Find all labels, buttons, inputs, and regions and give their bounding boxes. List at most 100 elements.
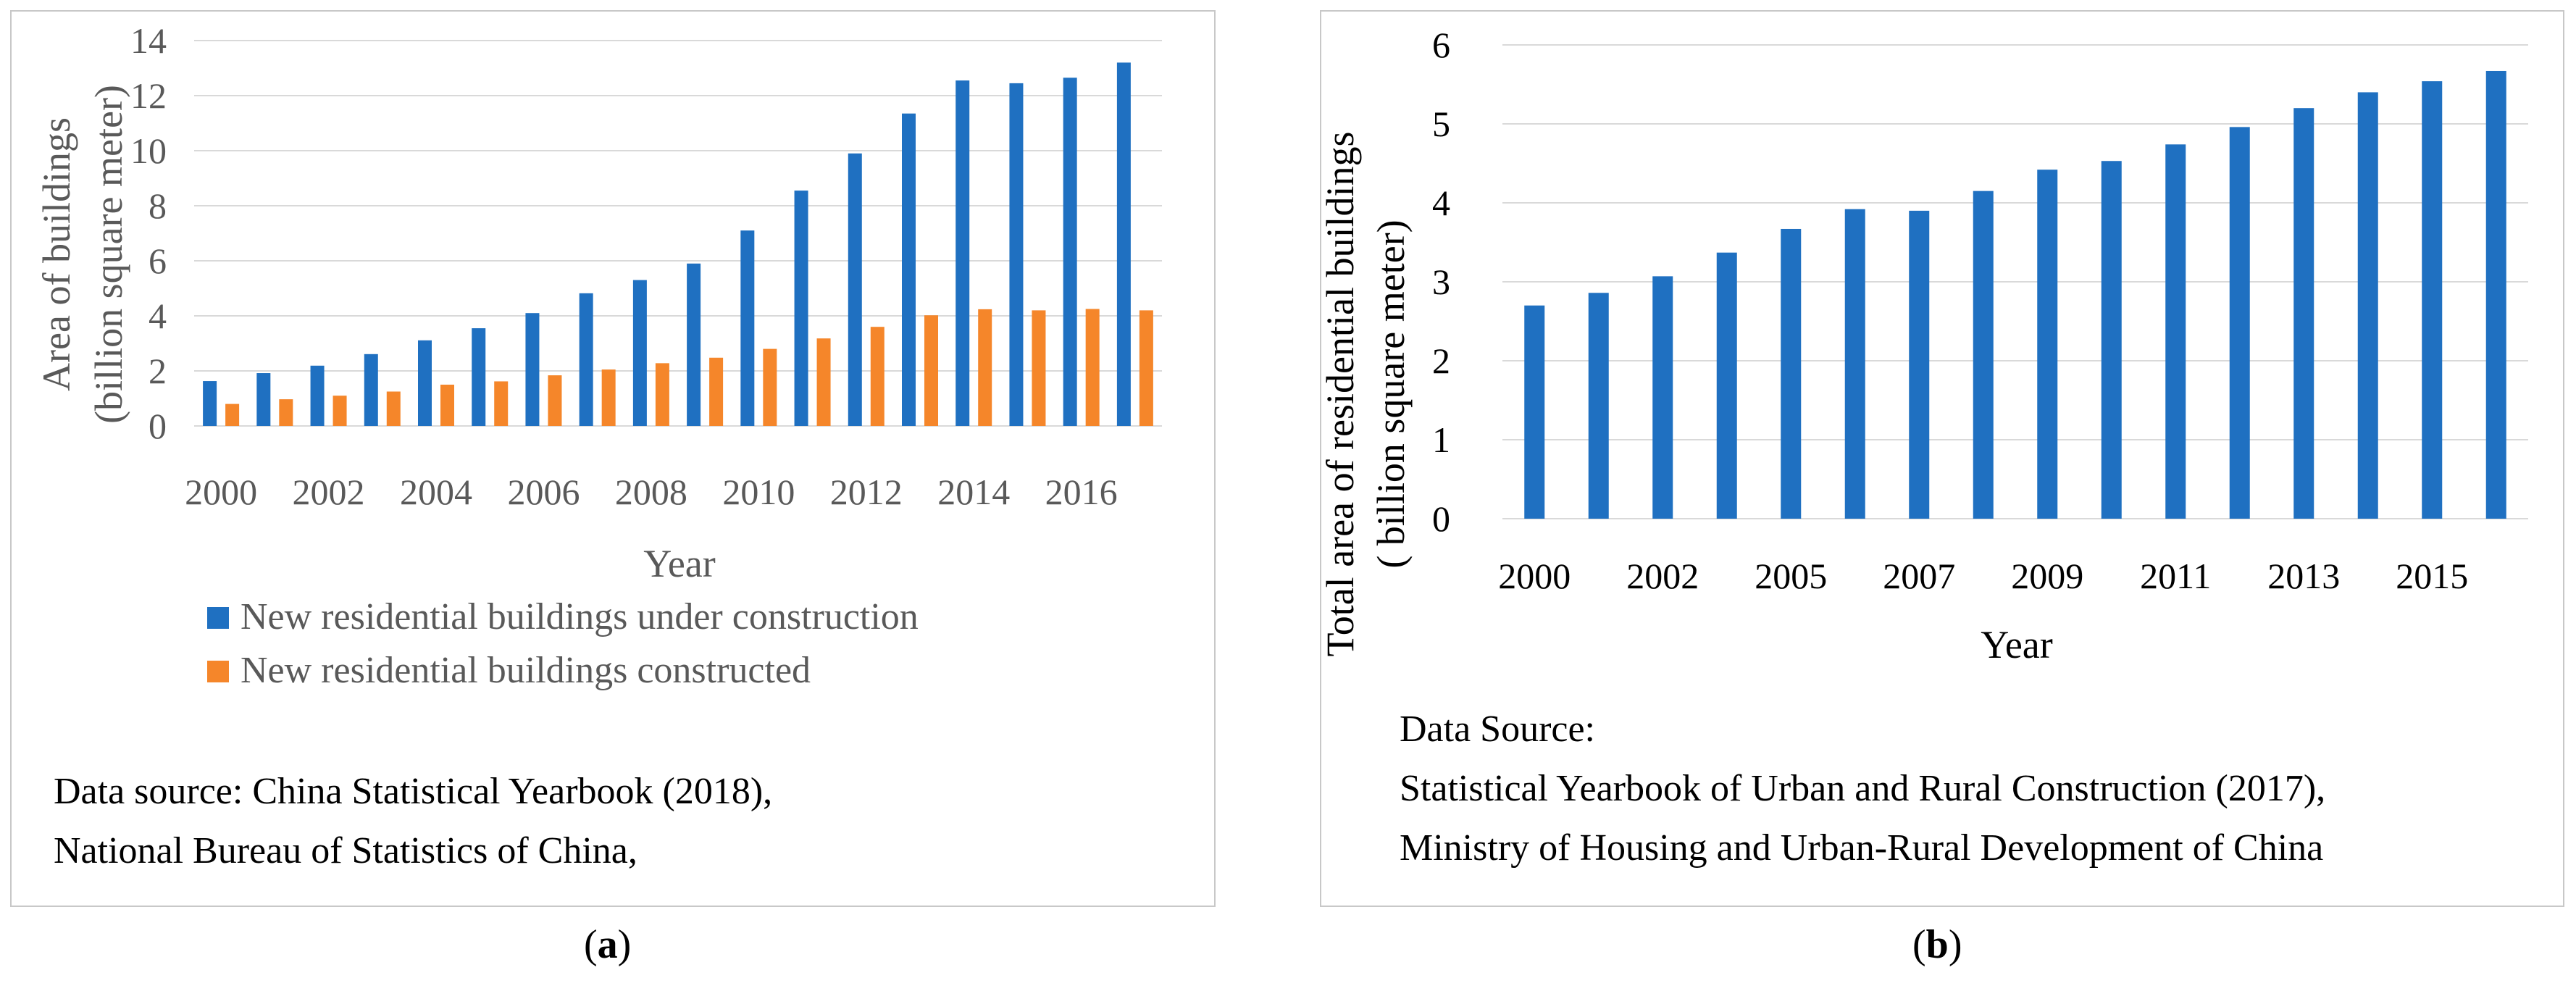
y-tick-label: 8 (149, 185, 167, 226)
bar (440, 385, 454, 426)
bar (870, 327, 885, 426)
source-text-a: Data source: China Statistical Yearbook … (54, 762, 772, 881)
bar (1973, 191, 1994, 519)
x-tick-label: 2002 (293, 472, 365, 512)
y-tick-label: 10 (130, 130, 167, 171)
bar (1085, 309, 1100, 426)
x-axis-label: Year (643, 542, 716, 585)
x-tick-label: 2011 (2140, 556, 2211, 596)
x-tick-label: 2000 (1498, 556, 1571, 596)
x-tick-label: 2002 (1626, 556, 1699, 596)
bar (1032, 310, 1046, 426)
bar (924, 315, 938, 426)
panel-a: 0 2 4 6 8 10 12 14 2000 2002 2004 2006 2008 2010 2012 2… (10, 10, 1216, 907)
bar (740, 230, 755, 426)
caption-b: (b) (1912, 921, 1962, 968)
x-tick-label: 2016 (1045, 472, 1118, 512)
y-tick-label: 4 (1432, 183, 1450, 223)
bar (2101, 161, 2122, 519)
bar (472, 328, 486, 426)
x-tick-label: 2012 (830, 472, 903, 512)
y-tick-label: 14 (130, 20, 167, 61)
y-tick-label: 4 (149, 296, 167, 336)
legend-label: New residential buildings constructed (241, 650, 811, 691)
caption-open: ( (584, 922, 598, 967)
caption-open: ( (1912, 922, 1926, 967)
chart-a: 0 2 4 6 8 10 12 14 2000 2002 2004 2006 2008 2010 2012 2… (35, 20, 1162, 691)
bar (1844, 209, 1865, 519)
y-tick-label: 6 (1432, 25, 1450, 65)
bar (1116, 62, 1131, 427)
bar (1909, 210, 1930, 519)
bar (310, 365, 325, 426)
bar (1063, 78, 1077, 427)
caption-letter: b (1925, 922, 1949, 967)
bar (1781, 228, 1802, 519)
y-axis-label: Area of buildings (35, 117, 78, 391)
x-tick-label: 2014 (937, 472, 1010, 512)
legend-label: New residential buildings under construc… (241, 596, 919, 637)
bar (2037, 170, 2058, 519)
bar (1716, 252, 1737, 519)
caption-close: ) (1948, 922, 1962, 967)
y-tick-label: 1 (1432, 419, 1450, 460)
bar (2229, 127, 2250, 519)
y-axis-label: Total area of residential buildings (1321, 132, 1362, 657)
caption-letter: a (597, 922, 618, 967)
bar (2357, 92, 2378, 519)
bar (494, 381, 509, 426)
caption-a: (a) (584, 921, 631, 968)
bar (256, 373, 271, 426)
bar (794, 191, 808, 426)
source-line: National Bureau of Statistics of China, (54, 830, 637, 871)
x-tick-label: 2005 (1755, 556, 1827, 596)
x-tick-label: 2004 (400, 472, 472, 512)
y-tick-label: 2 (149, 351, 167, 391)
panel-b: 0 1 2 3 4 5 6 2000 2002 2005 2007 2009 2011 2013 2015 Y… (1320, 10, 2564, 907)
x-tick-label: 2010 (722, 472, 795, 512)
bar (1652, 276, 1673, 519)
bar (687, 263, 701, 426)
bar (2422, 81, 2443, 519)
chart-b: 0 1 2 3 4 5 6 2000 2002 2005 2007 2009 2011 2013 2015 Y… (1321, 25, 2528, 666)
bar (848, 153, 862, 427)
x-tick-label: 2015 (2396, 556, 2468, 596)
legend-swatch (207, 607, 229, 629)
bar (2485, 70, 2506, 519)
x-axis-label: Year (1981, 623, 2053, 666)
x-tick-label: 2013 (2267, 556, 2340, 596)
y-tick-label: 0 (149, 406, 167, 446)
bar (1009, 83, 1024, 427)
bar (1139, 310, 1153, 426)
bar (978, 309, 992, 426)
source-line: Ministry of Housing and Urban-Rural Deve… (1400, 827, 2324, 869)
bar (709, 357, 724, 426)
y-tick-label: 6 (149, 241, 167, 281)
x-tick-label: 2009 (2011, 556, 2083, 596)
bar (203, 381, 217, 426)
x-tick-label: 2008 (615, 472, 687, 512)
bar (525, 313, 540, 426)
bar (225, 403, 240, 426)
bar (1588, 293, 1609, 519)
bar (548, 375, 562, 426)
bar (2165, 144, 2186, 519)
bar (1524, 305, 1545, 519)
y-tick-label: 3 (1432, 262, 1450, 302)
bar (364, 354, 378, 426)
source-line: Statistical Yearbook of Urban and Rural … (1400, 768, 2326, 809)
bar (386, 391, 401, 426)
bar (418, 340, 432, 426)
y-axis-label: ( billion square meter) (1369, 219, 1413, 568)
source-text-b: Data Source: Statistical Yearbook of Urb… (1400, 700, 2325, 878)
y-tick-label: 0 (1432, 498, 1450, 539)
bar (902, 113, 916, 426)
bar (579, 293, 593, 426)
bar (763, 348, 777, 426)
y-tick-label: 12 (130, 75, 167, 116)
y-axis-label: (billion square meter) (87, 85, 130, 424)
y-tick-label: 2 (1432, 340, 1450, 381)
bar (655, 363, 669, 426)
source-line: Data source: China Statistical Yearbook … (54, 771, 773, 812)
source-line: Data Source: (1400, 708, 1596, 750)
